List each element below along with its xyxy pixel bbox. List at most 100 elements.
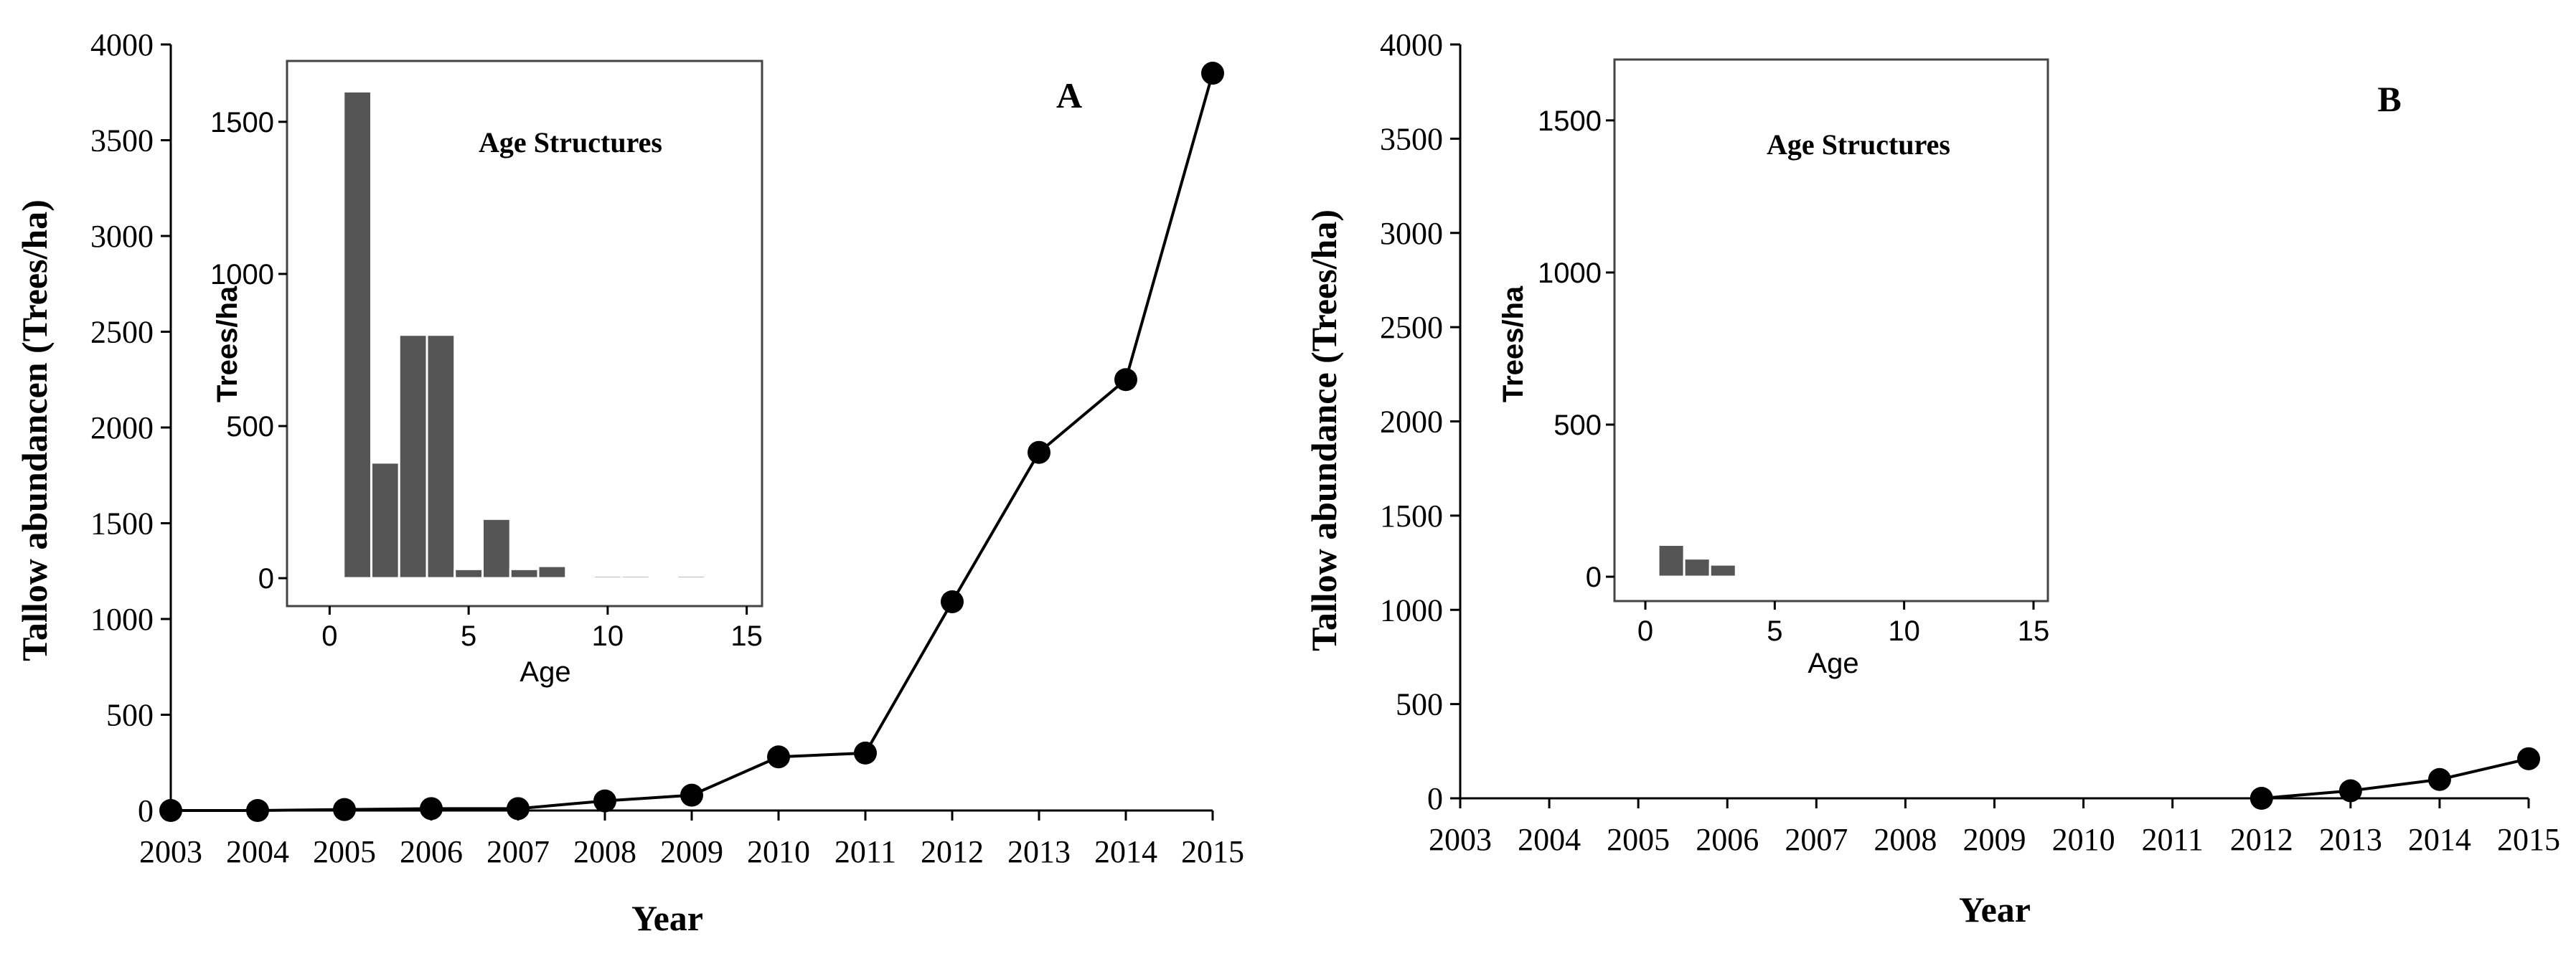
y-tick-label: 1000 xyxy=(90,602,154,637)
x-tick-label: 2007 xyxy=(486,834,550,869)
x-tick-label: 2010 xyxy=(747,834,810,869)
panel-a-label: A xyxy=(1056,75,1082,115)
inset-x-tick-label: 5 xyxy=(1767,615,1782,647)
y-tick-label: 500 xyxy=(1396,687,1443,722)
x-tick-label: 2009 xyxy=(1963,822,2026,857)
inset-x-tick-label: 15 xyxy=(730,620,763,652)
data-point xyxy=(2250,787,2273,810)
y-tick-label: 4000 xyxy=(1380,27,1443,62)
inset-y-tick-label: 0 xyxy=(258,563,274,595)
data-point xyxy=(1028,440,1050,464)
inset-bar xyxy=(481,517,512,580)
panel-b-x-axis-label: Year xyxy=(1959,889,2031,930)
inset-x-tick-label: 0 xyxy=(321,620,337,652)
inset-y-tick-label: 1500 xyxy=(1538,105,1602,137)
y-tick-label: 2500 xyxy=(90,315,154,350)
inset-y-tick-label: 500 xyxy=(226,411,274,443)
y-tick-label: 3500 xyxy=(90,123,154,159)
data-point xyxy=(1201,62,1224,85)
panel-b-inset: 0 500 1000 1500 0 5 10 15 Age Structures Trees… xyxy=(1498,58,2050,679)
x-tick-label: 2005 xyxy=(313,834,376,869)
y-tick-label: 500 xyxy=(106,698,154,733)
panel-a-inset-y-label: Trees/ha xyxy=(212,285,243,402)
panel-a-inset: 0 500 1000 1500 0 5 10 15 Age Structures Trees… xyxy=(210,60,763,688)
data-point xyxy=(767,745,790,769)
data-point xyxy=(680,783,703,807)
data-point xyxy=(854,741,877,765)
inset-bar xyxy=(593,575,623,580)
x-tick-label: 2003 xyxy=(139,834,202,869)
inset-x-tick-label: 5 xyxy=(461,620,476,652)
x-tick-label: 2014 xyxy=(1094,834,1157,869)
data-point xyxy=(2427,767,2451,791)
inset-x-tick-label: 15 xyxy=(2018,615,2050,647)
inset-bar xyxy=(370,461,400,580)
x-tick-label: 2004 xyxy=(226,834,289,869)
x-tick-label: 2006 xyxy=(400,834,463,869)
panel-a-inset-x-label: Age xyxy=(520,656,570,688)
data-point xyxy=(159,799,182,822)
data-point xyxy=(333,798,356,821)
inset-x-tick-label: 10 xyxy=(592,620,624,652)
y-tick-label: 2500 xyxy=(1380,310,1443,345)
inset-bar xyxy=(676,575,706,580)
y-tick-label: 3500 xyxy=(1380,121,1443,156)
x-tick-label: 2006 xyxy=(1696,822,1759,857)
data-point xyxy=(246,799,269,822)
panel-b-inset-title: Age Structures xyxy=(1767,128,1950,161)
inset-y-tick-label: 1000 xyxy=(1538,257,1602,289)
x-tick-label: 2003 xyxy=(1429,822,1492,857)
inset-bar xyxy=(1657,544,1686,578)
x-tick-label: 2015 xyxy=(1181,834,1244,869)
data-point xyxy=(2338,779,2362,803)
x-tick-label: 2011 xyxy=(2141,822,2203,857)
x-tick-label: 2009 xyxy=(660,834,723,869)
inset-bar xyxy=(426,334,456,580)
inset-bar xyxy=(537,564,568,580)
data-point xyxy=(2517,747,2540,770)
x-tick-label: 2004 xyxy=(1518,822,1581,857)
panel-a-x-axis-label: Year xyxy=(631,898,703,938)
x-tick-label: 2010 xyxy=(2052,822,2115,857)
inset-y-tick-label: 1000 xyxy=(210,259,274,290)
inset-bar xyxy=(398,334,428,580)
data-point xyxy=(507,797,530,821)
series-line xyxy=(2261,757,2529,800)
y-tick-label: 3000 xyxy=(90,219,154,254)
y-tick-label: 1500 xyxy=(1380,498,1443,534)
y-tick-label: 0 xyxy=(1427,781,1443,816)
y-tick-label: 1500 xyxy=(90,506,154,542)
panel-a-inset-title: Age Structures xyxy=(479,126,662,159)
panel-a-y-axis-label: Tallow abundancen (Trees/ha) xyxy=(14,199,55,661)
x-tick-label: 2012 xyxy=(2230,822,2293,857)
y-tick-label: 0 xyxy=(138,793,154,828)
x-tick-label: 2008 xyxy=(573,834,636,869)
inset-bar xyxy=(342,90,372,580)
x-tick-label: 2015 xyxy=(2497,822,2560,857)
inset-bar xyxy=(620,575,651,580)
y-tick-label: 2000 xyxy=(1380,405,1443,440)
x-tick-label: 2012 xyxy=(921,834,984,869)
x-tick-label: 2007 xyxy=(1785,822,1848,857)
data-point xyxy=(593,789,616,813)
inset-x-tick-label: 10 xyxy=(1888,615,1920,647)
inset-y-tick-label: 0 xyxy=(1586,562,1602,593)
y-tick-label: 2000 xyxy=(90,410,154,445)
inset-bar xyxy=(509,567,540,580)
x-tick-label: 2013 xyxy=(2319,822,2382,857)
y-tick-label: 3000 xyxy=(1380,216,1443,251)
x-tick-label: 2014 xyxy=(2408,822,2471,857)
y-tick-label: 4000 xyxy=(90,27,154,62)
panel-b-inset-frame xyxy=(1613,58,2049,602)
inset-bar xyxy=(1708,563,1737,578)
x-tick-label: 2011 xyxy=(835,834,896,869)
x-tick-label: 2005 xyxy=(1607,822,1670,857)
inset-y-tick-label: 500 xyxy=(1553,410,1602,441)
inset-x-tick-label: 0 xyxy=(1637,615,1653,647)
data-point xyxy=(420,797,443,821)
panel-b-label: B xyxy=(2377,79,2401,119)
inset-bar xyxy=(1683,557,1711,578)
